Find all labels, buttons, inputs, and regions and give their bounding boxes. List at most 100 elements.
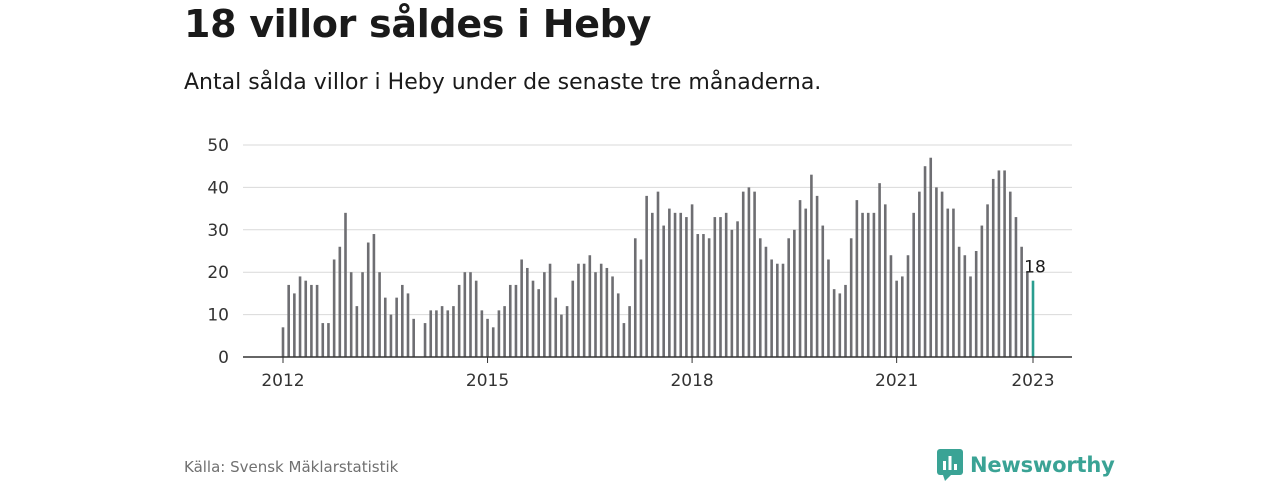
bar — [429, 310, 433, 357]
bar — [361, 272, 364, 357]
bar — [702, 234, 705, 357]
bars — [281, 157, 1035, 357]
bar — [952, 208, 955, 357]
bar — [963, 255, 967, 357]
bar — [940, 191, 944, 357]
bar — [832, 289, 836, 357]
bar — [912, 212, 915, 357]
bar — [332, 259, 336, 357]
bar — [991, 178, 995, 357]
bar — [577, 263, 580, 357]
bar — [582, 263, 586, 357]
bar — [1003, 170, 1006, 357]
bar — [758, 238, 762, 357]
bar — [878, 183, 881, 357]
bar — [599, 263, 603, 357]
bar — [440, 306, 444, 357]
x-tick-label: 2012 — [261, 371, 304, 391]
bar — [349, 272, 353, 357]
bar — [980, 225, 984, 357]
bar — [560, 314, 563, 357]
bar — [690, 204, 694, 357]
bar — [798, 200, 802, 357]
bar — [514, 284, 518, 357]
axes: 0 10 20 30 40 50 18 2012 2015 2018 2021 2023 — [207, 136, 1072, 391]
bar — [730, 229, 734, 357]
bar — [827, 259, 830, 357]
bar — [787, 238, 790, 357]
bar — [724, 212, 728, 357]
bar — [645, 195, 648, 357]
bar — [497, 310, 501, 357]
bar — [872, 212, 876, 357]
bar — [1008, 191, 1012, 357]
source-note: Källa: Svensk Mäklarstatistik — [184, 458, 399, 476]
bar — [861, 212, 864, 357]
bar — [520, 259, 523, 357]
bar — [503, 306, 506, 357]
bar — [565, 306, 569, 357]
bar — [815, 195, 819, 357]
bar — [469, 272, 472, 357]
bar — [605, 267, 609, 357]
bar — [537, 289, 540, 357]
newsworthy-logo: Newsworthy — [937, 449, 1115, 481]
bar — [696, 234, 700, 357]
x-tick-label: 2015 — [466, 371, 509, 391]
bar — [651, 212, 654, 357]
bar — [895, 280, 898, 357]
bar — [764, 246, 768, 357]
bar — [491, 327, 495, 357]
bar — [628, 306, 631, 357]
brand-name: Newsworthy — [970, 453, 1115, 477]
bar — [594, 272, 597, 357]
bar — [406, 293, 410, 357]
bar — [344, 212, 347, 357]
bar — [747, 187, 751, 357]
bar — [622, 323, 626, 357]
bar — [781, 263, 785, 357]
bar — [849, 238, 853, 357]
bar — [668, 208, 671, 357]
bar — [508, 284, 512, 357]
bar — [713, 217, 717, 357]
y-tick-label: 40 — [207, 178, 229, 198]
bar — [611, 276, 614, 357]
bar — [946, 208, 950, 357]
bar — [395, 297, 398, 357]
bar — [389, 314, 393, 357]
bar — [457, 284, 461, 357]
bar — [679, 212, 683, 357]
bar — [974, 251, 978, 357]
bar — [554, 297, 558, 357]
bar — [287, 284, 290, 357]
bar — [906, 255, 910, 357]
bar-highlight — [1031, 280, 1035, 357]
bar — [486, 318, 489, 357]
bar — [372, 234, 376, 357]
bar — [571, 280, 575, 357]
newsworthy-logo-icon — [937, 449, 963, 481]
bar — [531, 280, 535, 357]
bar — [918, 191, 921, 357]
bar — [327, 323, 330, 357]
bar — [804, 208, 808, 357]
bar — [776, 263, 779, 357]
bar — [969, 276, 972, 357]
bar — [821, 225, 825, 357]
bar — [548, 263, 552, 357]
bar — [321, 323, 325, 357]
y-tick-label: 0 — [218, 348, 229, 368]
bar — [736, 221, 739, 357]
bar — [957, 246, 961, 357]
bar — [633, 238, 637, 357]
bar — [298, 276, 302, 357]
bar — [338, 246, 342, 357]
chart-title: 18 villor såldes i Heby — [184, 2, 652, 46]
bar — [855, 200, 859, 357]
bar — [838, 293, 842, 357]
y-tick-label: 50 — [207, 136, 229, 156]
bar — [616, 293, 620, 357]
bar — [423, 323, 427, 357]
bar — [685, 217, 688, 357]
